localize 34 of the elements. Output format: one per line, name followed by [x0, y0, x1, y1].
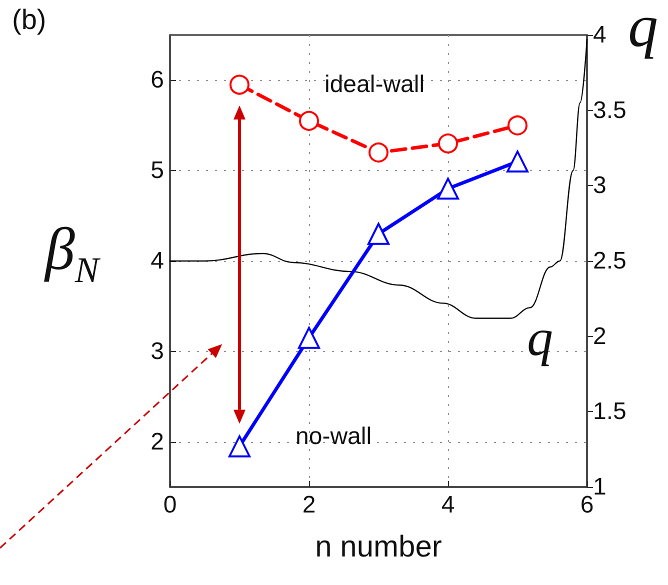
y-tick-label: 2	[150, 428, 164, 456]
y-tick-label: 4	[150, 248, 164, 274]
point	[228, 435, 250, 458]
x-tick-label: 4	[441, 492, 455, 518]
x-axis-title: n number	[315, 530, 442, 564]
series-label: q	[527, 310, 554, 368]
y2-tick-label: 4	[593, 22, 606, 48]
x-tick-label: 0	[163, 492, 177, 518]
y2-tick-label: 1	[593, 474, 606, 500]
y-axis-title: β$_{N}$	[45, 215, 99, 291]
y2-tick-label: 1.5	[593, 398, 626, 426]
y2-tick-label: 2.5	[593, 248, 626, 274]
point	[438, 133, 458, 154]
y-tick-label: 3	[150, 338, 164, 365]
y2-tick-label: 3.5	[593, 96, 626, 124]
point	[508, 115, 528, 136]
point	[298, 326, 320, 349]
series-label: no-wall	[296, 422, 372, 450]
point	[368, 142, 388, 163]
series-label: ideal-wall	[324, 71, 425, 98]
x-tick-label: 2	[302, 492, 316, 518]
y2-tick-label: 2	[593, 322, 606, 350]
point	[506, 150, 528, 173]
y2-tick-label: 3	[593, 172, 606, 200]
point	[437, 178, 459, 200]
point	[368, 222, 390, 245]
x-tick-label: 6	[580, 492, 594, 518]
chart-title: (b)	[12, 4, 46, 36]
y-tick-label: 6	[150, 66, 164, 94]
point	[230, 74, 250, 95]
point	[299, 110, 319, 131]
line-series	[169, 38, 588, 319]
y2-axis-title: q	[628, 0, 658, 61]
y-tick-label: 5	[150, 157, 164, 184]
